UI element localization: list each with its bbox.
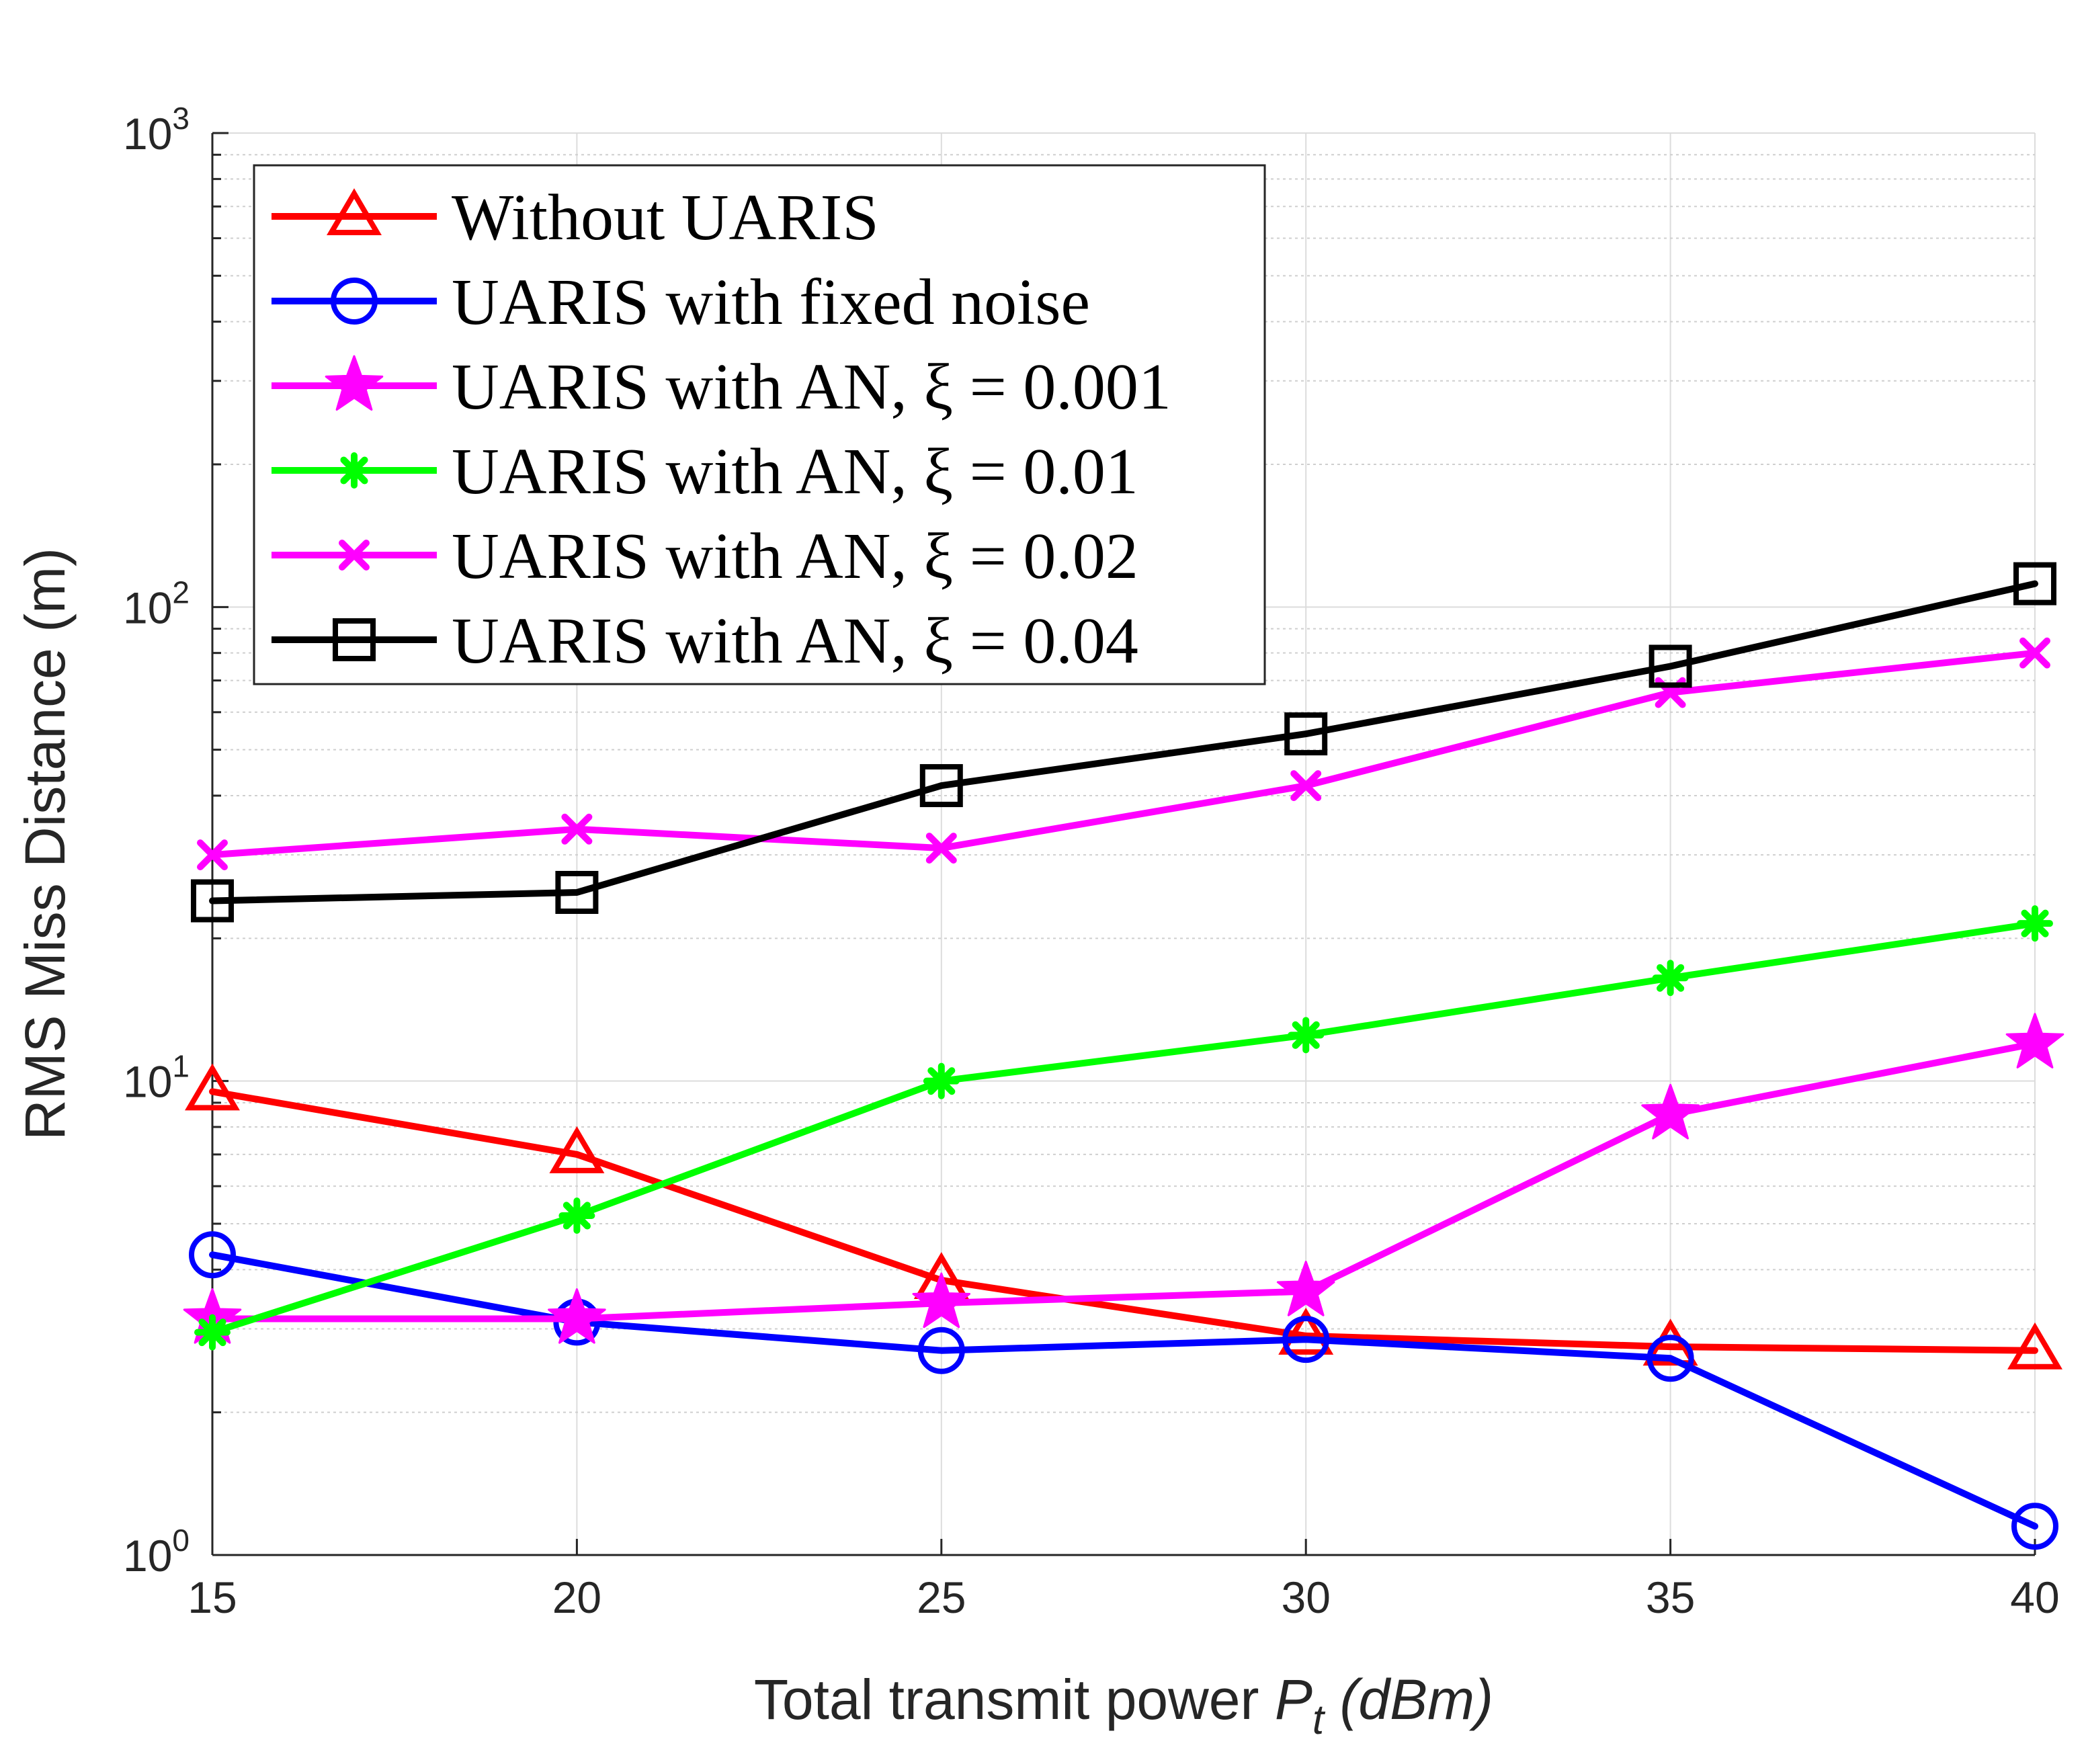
y-tick-exponent: 3 (172, 101, 190, 136)
data-point (2007, 1322, 2062, 1370)
legend-label: UARIS with AN, ξ = 0.001 (452, 351, 1171, 423)
y-tick-exponent: 2 (172, 575, 190, 610)
data-point (1290, 770, 1322, 802)
y-tick-exponent: 0 (172, 1523, 190, 1558)
legend-marker (331, 278, 378, 325)
x-axis-title-subscript: t (1312, 1697, 1326, 1743)
x-tick-label: 40 (2010, 1572, 2059, 1622)
data-point (548, 1288, 606, 1344)
data-point (1649, 644, 1692, 688)
data-point (1284, 712, 1328, 756)
data-point (1278, 1307, 1334, 1355)
data-point (555, 870, 599, 914)
legend-label: UARIS with AN, ξ = 0.02 (452, 520, 1138, 593)
data-point (1652, 960, 1689, 997)
legend-box (253, 164, 1266, 685)
x-tick-label: 35 (1646, 1572, 1695, 1622)
series-4 (194, 905, 2053, 1351)
legend-entry: Without UARIS (272, 181, 879, 254)
data-point (1641, 1083, 1700, 1140)
y-tick-exponent: 1 (172, 1049, 190, 1084)
y-tick-base: 10 (123, 583, 172, 632)
x-tick-label: 30 (1281, 1572, 1330, 1622)
data-point (917, 1327, 965, 1374)
data-point (2019, 637, 2050, 669)
data-point (1288, 1017, 1325, 1054)
legend-label: UARIS with AN, ξ = 0.04 (452, 605, 1138, 677)
series-line (209, 920, 2038, 1336)
data-point (2017, 905, 2053, 942)
legend-marker (333, 618, 376, 661)
x-tick-label: 20 (552, 1572, 601, 1622)
y-axis-title: RMS Miss Distance (m) (13, 548, 77, 1140)
legend-entry: UARIS with AN, ξ = 0.02 (272, 520, 1138, 593)
data-point (1276, 1261, 1335, 1316)
y-tick-base: 10 (123, 1531, 172, 1581)
data-point (549, 1126, 605, 1173)
data-series (183, 562, 2064, 1550)
data-point (912, 1272, 971, 1329)
legend-marker (325, 355, 384, 411)
series-line (209, 1040, 2038, 1322)
x-tick-label: 15 (187, 1572, 237, 1622)
legend-label: UARIS with AN, ξ = 0.01 (452, 435, 1138, 508)
series-line (209, 649, 2038, 859)
data-point (185, 1063, 240, 1111)
legend-marker (327, 188, 382, 235)
data-point (2013, 562, 2056, 605)
legend: Without UARIS UARIS with fixed noise UARIS… (253, 164, 1266, 685)
legend-label: Without UARIS (452, 181, 879, 254)
x-axis-title-unit: (dBm) (1339, 1668, 1493, 1731)
x-axis-title: Total transmit power Pt (dBm) (754, 1668, 1493, 1743)
data-point (1282, 1316, 1330, 1363)
x-tick-label: 25 (917, 1572, 966, 1622)
data-point (197, 839, 228, 871)
legend-entry: UARIS with AN, ξ = 0.001 (272, 351, 1171, 423)
y-tick-base: 10 (123, 1057, 172, 1107)
data-point (561, 813, 593, 845)
series-line (209, 1088, 2038, 1354)
x-axis-title-symbol: P (1275, 1668, 1312, 1731)
legend-marker (339, 540, 370, 571)
data-point (2011, 1503, 2058, 1550)
legend-entry: UARIS with AN, ξ = 0.04 (272, 605, 1138, 677)
y-tick-label: 102 (123, 575, 190, 632)
data-point (925, 833, 957, 864)
data-point (923, 1062, 960, 1099)
data-point (191, 879, 234, 923)
series-line (209, 1251, 2038, 1530)
data-point (189, 1231, 236, 1279)
data-point (1646, 1335, 1694, 1382)
legend-label: UARIS with fixed noise (452, 266, 1090, 339)
legend-marker (336, 452, 372, 489)
legend-entry: UARIS with AN, ξ = 0.01 (272, 435, 1138, 508)
data-point (194, 1314, 231, 1351)
x-axis-title-text: Total transmit power (754, 1668, 1259, 1731)
series-line (209, 580, 2038, 905)
y-tick-label: 103 (123, 101, 190, 159)
series-6 (191, 562, 2056, 923)
data-point (558, 1197, 595, 1234)
y-tick-base: 10 (123, 109, 172, 159)
data-point (2005, 1013, 2064, 1068)
y-tick-label: 100 (123, 1523, 190, 1581)
data-point (919, 764, 963, 808)
legend-entry: UARIS with fixed noise (272, 266, 1090, 339)
series-5 (197, 637, 2050, 871)
y-tick-label: 101 (123, 1049, 190, 1107)
